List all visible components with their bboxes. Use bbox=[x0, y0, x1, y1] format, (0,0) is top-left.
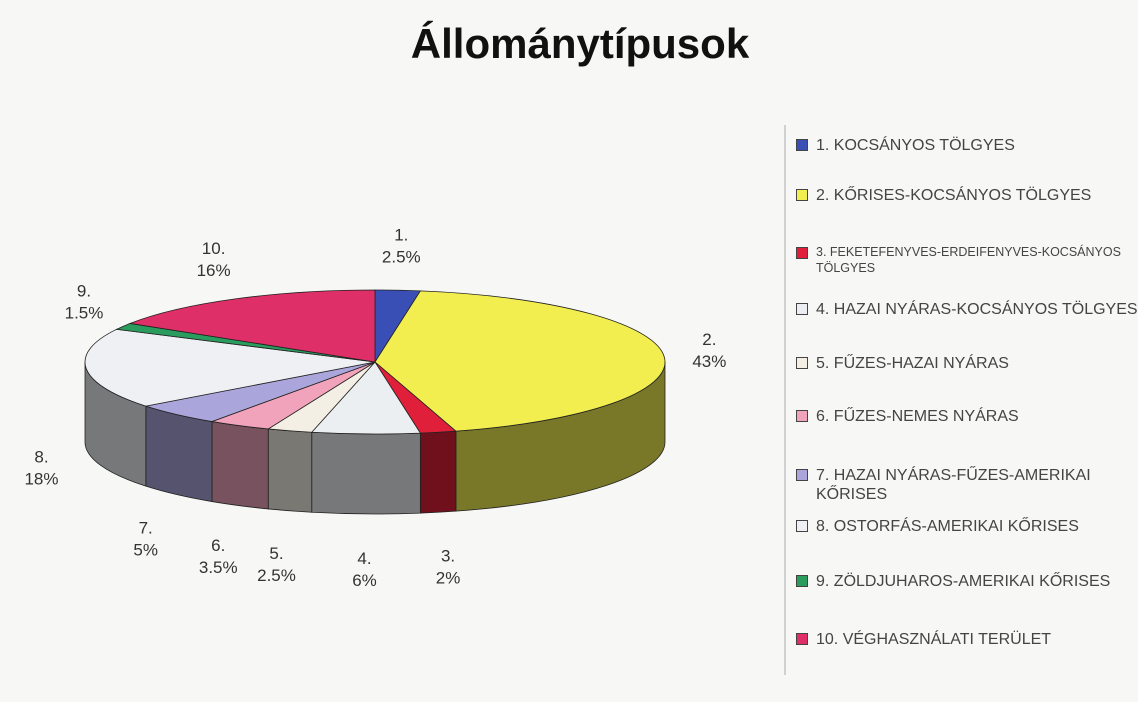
chart-title: Állománytípusok bbox=[411, 20, 750, 67]
pie-slice bbox=[84, 328, 376, 407]
legend-label: 10. VÉGHASZNÁLATI TERÜLET bbox=[816, 631, 1052, 648]
slice-number: 3. bbox=[441, 546, 455, 565]
legend-label: 1. KOCSÁNYOS TÖLGYES bbox=[816, 137, 1015, 154]
slice-number: 5. bbox=[269, 544, 283, 563]
legend-entry: 2. KŐRISES-KOCSÁNYOS TÖLGYES bbox=[796, 186, 1138, 205]
legend-label: 3. FEKETEFENYVES-ERDEIFENYVES-KOCSÁNYOS … bbox=[816, 245, 1121, 275]
legend-entry: 6. FŰZES-NEMES NYÁRAS bbox=[796, 407, 1138, 426]
data-label: 18% bbox=[24, 470, 58, 489]
legend-entry: 9. ZÖLDJUHAROS-AMERIKAI KŐRISES bbox=[796, 572, 1138, 591]
legend-label: 5. FŰZES-HAZAI NYÁRAS bbox=[816, 355, 1009, 372]
legend-swatch bbox=[796, 247, 808, 259]
slice-number: 10. bbox=[202, 239, 226, 258]
legend-entry: 1. KOCSÁNYOS TÖLGYES bbox=[796, 136, 1138, 155]
pie-slice bbox=[128, 289, 376, 363]
pie-slice bbox=[374, 290, 666, 432]
legend-swatch bbox=[796, 633, 808, 645]
legend-entry: 10. VÉGHASZNÁLATI TERÜLET bbox=[796, 630, 1138, 649]
legend-entry: 5. FŰZES-HAZAI NYÁRAS bbox=[796, 354, 1138, 373]
legend-label: 6. FŰZES-NEMES NYÁRAS bbox=[816, 408, 1019, 425]
pie-side bbox=[211, 421, 269, 510]
pie-side bbox=[311, 431, 421, 515]
legend-label: 9. ZÖLDJUHAROS-AMERIKAI KŐRISES bbox=[816, 573, 1111, 590]
legend-label: 4. HAZAI NYÁRAS-KOCSÁNYOS TÖLGYES bbox=[816, 301, 1138, 318]
data-label: 43% bbox=[692, 352, 726, 371]
legend-entry: 4. HAZAI NYÁRAS-KOCSÁNYOS TÖLGYES bbox=[796, 300, 1138, 319]
slice-number: 9. bbox=[77, 282, 91, 301]
data-label: 5% bbox=[133, 541, 158, 560]
legend-swatch bbox=[796, 303, 808, 315]
slice-number: 7. bbox=[139, 519, 153, 538]
legend-label: 8. OSTORFÁS-AMERIKAI KŐRISES bbox=[816, 518, 1079, 535]
pie-side bbox=[145, 405, 213, 503]
legend-swatch bbox=[796, 469, 808, 481]
legend-entry: 8. OSTORFÁS-AMERIKAI KŐRISES bbox=[796, 517, 1138, 536]
pie-side bbox=[419, 430, 457, 514]
slice-number: 4. bbox=[357, 549, 371, 568]
data-label: 2.5% bbox=[257, 566, 296, 585]
data-label: 2% bbox=[436, 568, 461, 587]
legend-entry: 3. FEKETEFENYVES-ERDEIFENYVES-KOCSÁNYOS … bbox=[796, 244, 1138, 276]
data-label: 1.5% bbox=[65, 304, 104, 323]
legend-swatch bbox=[796, 357, 808, 369]
slice-number: 8. bbox=[34, 448, 48, 467]
legend-swatch bbox=[796, 189, 808, 201]
pie-side bbox=[267, 428, 313, 513]
legend-swatch bbox=[796, 139, 808, 151]
legend-swatch bbox=[796, 575, 808, 587]
slice-number: 2. bbox=[702, 330, 716, 349]
slice-number: 1. bbox=[394, 225, 408, 244]
legend-label: 2. KŐRISES-KOCSÁNYOS TÖLGYES bbox=[816, 187, 1092, 204]
slice-number: 6. bbox=[211, 536, 225, 555]
legend-label: 7. HAZAI NYÁRAS-FŰZES-AMERIKAI KŐRISES bbox=[816, 467, 1091, 503]
data-label: 3.5% bbox=[199, 558, 238, 577]
legend-swatch bbox=[796, 410, 808, 422]
legend-entry: 7. HAZAI NYÁRAS-FŰZES-AMERIKAI KŐRISES bbox=[796, 466, 1138, 504]
data-label: 2.5% bbox=[382, 247, 421, 266]
legend-swatch bbox=[796, 520, 808, 532]
data-label: 16% bbox=[197, 261, 231, 280]
data-label: 6% bbox=[352, 571, 377, 590]
